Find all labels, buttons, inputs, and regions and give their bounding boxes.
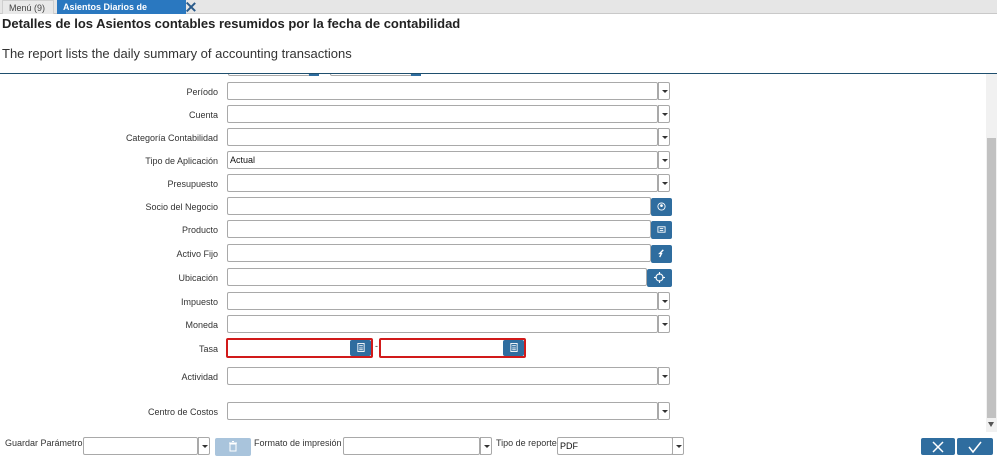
- moneda-field[interactable]: [227, 315, 658, 333]
- categoria-label: Categoría Contabilidad: [125, 133, 218, 143]
- chevron-down-icon[interactable]: [658, 105, 670, 123]
- date-to-field[interactable]: [330, 74, 412, 76]
- parameter-panel[interactable]: Período Cuenta Categoría Contabilidad Ti…: [0, 74, 997, 434]
- socio-label: Socio del Negocio: [145, 202, 218, 212]
- vertical-scrollbar[interactable]: [986, 74, 997, 432]
- chevron-down-icon[interactable]: [658, 402, 670, 420]
- producto-label: Producto: [181, 225, 218, 235]
- scrollbar-thumb[interactable]: [987, 138, 996, 418]
- periodo-field[interactable]: [227, 82, 658, 100]
- chevron-down-icon[interactable]: [658, 292, 670, 310]
- tab-menu[interactable]: Menú (9): [2, 0, 54, 14]
- tasa-label: Tasa: [198, 344, 218, 354]
- guardar-parametro-field[interactable]: [83, 437, 198, 455]
- ubicacion-label: Ubicación: [178, 273, 218, 283]
- tab-report[interactable]: Asientos Diarios de Contabi...: [57, 0, 186, 26]
- moneda-label: Moneda: [185, 320, 218, 330]
- check-icon: [968, 441, 982, 453]
- range-separator: -: [375, 341, 378, 351]
- actividad-label: Actividad: [181, 372, 218, 382]
- page-description: The report lists the daily summary of ac…: [2, 46, 352, 61]
- chevron-down-icon[interactable]: [658, 151, 670, 169]
- activo-fijo-field[interactable]: [227, 244, 651, 262]
- trash-icon[interactable]: [215, 438, 251, 456]
- socio-field[interactable]: [227, 197, 651, 215]
- tasa-to-field[interactable]: [379, 338, 526, 358]
- scroll-down-icon[interactable]: [988, 422, 994, 427]
- cuenta-label: Cuenta: [188, 110, 218, 120]
- ubicacion-field[interactable]: [227, 268, 647, 286]
- date-from-field[interactable]: [228, 74, 310, 76]
- title-divider: [0, 73, 997, 74]
- periodo-label: Período: [186, 87, 218, 97]
- tipo-aplicacion-label: Tipo de Aplicación: [145, 156, 218, 166]
- calculator-icon[interactable]: [350, 340, 371, 356]
- chevron-down-icon[interactable]: [672, 437, 684, 455]
- guardar-parametro-label: Guardar Parámetro: [5, 438, 83, 448]
- calendar-icon[interactable]: [309, 74, 319, 76]
- formato-impresion-label: Formato de impresión: [254, 438, 342, 448]
- cuenta-field[interactable]: [227, 105, 658, 123]
- tab-menu-label: Menú (9): [9, 3, 46, 13]
- centro-costos-label: Centro de Costos: [147, 407, 218, 417]
- bottom-toolbar: Guardar Parámetro Formato de impresión T…: [0, 434, 997, 456]
- tipo-reporte-field[interactable]: PDF: [557, 437, 673, 455]
- chevron-down-icon[interactable]: [480, 437, 492, 455]
- presupuesto-field[interactable]: [227, 174, 658, 192]
- formato-impresion-field[interactable]: [343, 437, 480, 455]
- categoria-field[interactable]: [227, 128, 658, 146]
- chevron-down-icon[interactable]: [658, 128, 670, 146]
- chevron-down-icon[interactable]: [658, 367, 670, 385]
- presupuesto-label: Presupuesto: [167, 179, 218, 189]
- tab-bar: Menú (9) Asientos Diarios de Contabi...: [0, 0, 997, 26]
- ok-button[interactable]: [957, 438, 993, 455]
- chevron-down-icon[interactable]: [198, 437, 210, 455]
- impuesto-field[interactable]: [227, 292, 658, 310]
- centro-costos-field[interactable]: [227, 402, 658, 420]
- cancel-button[interactable]: [921, 438, 955, 455]
- chevron-down-icon[interactable]: [658, 315, 670, 333]
- close-icon: [932, 440, 944, 453]
- close-icon[interactable]: [185, 1, 197, 13]
- product-icon[interactable]: [651, 221, 672, 239]
- tasa-from-field[interactable]: [226, 338, 373, 358]
- producto-field[interactable]: [227, 220, 651, 238]
- tab-report-label: Asientos Diarios de Contabi...: [63, 2, 148, 26]
- chevron-down-icon[interactable]: [658, 82, 670, 100]
- impuesto-label: Impuesto: [180, 297, 218, 307]
- tipo-reporte-label: Tipo de reporte: [496, 438, 557, 448]
- calendar-icon[interactable]: [411, 74, 421, 76]
- chevron-down-icon[interactable]: [658, 174, 670, 192]
- page-title: Detalles de los Asientos contables resum…: [2, 16, 461, 31]
- bpartner-icon[interactable]: [651, 198, 672, 216]
- actividad-field[interactable]: [227, 367, 658, 385]
- asset-icon[interactable]: [651, 245, 672, 263]
- location-icon[interactable]: [647, 269, 672, 287]
- tipo-aplicacion-field[interactable]: Actual: [227, 151, 658, 169]
- calculator-icon[interactable]: [503, 340, 524, 356]
- activo-fijo-label: Activo Fijo: [176, 249, 218, 259]
